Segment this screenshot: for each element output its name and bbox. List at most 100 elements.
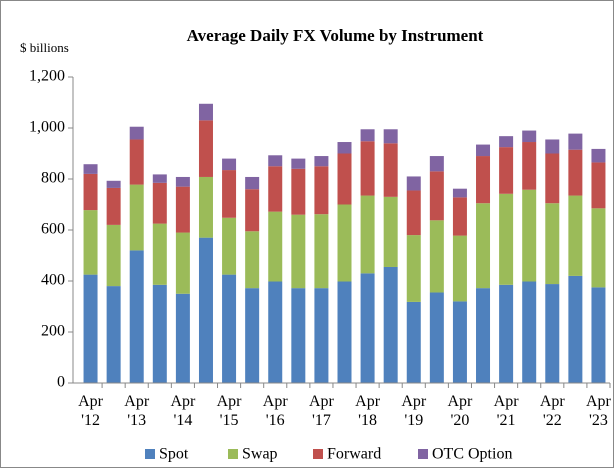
bar-segment <box>499 147 514 194</box>
legend-swatch <box>313 449 323 459</box>
bar-segment <box>499 284 514 383</box>
bar-segment <box>152 174 167 183</box>
bar-segment <box>360 141 375 196</box>
legend-swatch <box>418 449 428 459</box>
bar-segment <box>591 148 606 163</box>
bar-segment <box>545 284 560 383</box>
x-tick-label: Apr '12 <box>78 393 104 429</box>
bar-segment <box>337 281 352 383</box>
bar-segment <box>83 210 98 275</box>
bar-segment <box>406 301 421 383</box>
x-tick-label: Apr '21 <box>494 393 520 429</box>
y-tick-label: 600 <box>41 221 65 238</box>
bar-segment <box>152 223 167 285</box>
legend-label: Swap <box>242 446 278 463</box>
bar-segment <box>83 164 98 174</box>
bar-segment <box>222 158 237 171</box>
legend-label: Forward <box>327 446 381 463</box>
legend-swatch <box>228 449 238 459</box>
bar-segment <box>452 301 467 383</box>
bar-segment <box>568 133 583 150</box>
bar-segment <box>476 203 491 289</box>
bar-segment <box>106 180 121 188</box>
bar-segment <box>591 287 606 383</box>
bar-segment <box>545 139 560 154</box>
bar-segment <box>360 195 375 274</box>
bar-segment <box>222 170 237 218</box>
bar-segment <box>106 286 121 383</box>
bar-segment <box>198 120 213 177</box>
y-axis-label: $ billions <box>20 40 69 55</box>
bar-segment <box>545 153 560 204</box>
x-tick-label: Apr '17 <box>309 393 335 429</box>
legend-label: Spot <box>159 446 189 463</box>
x-tick-label: Apr '19 <box>401 393 427 429</box>
bar-segment <box>522 281 537 383</box>
bar-segment <box>591 208 606 288</box>
y-tick-label: 200 <box>41 323 65 340</box>
bar-segment <box>129 139 144 185</box>
bar-segment <box>291 158 306 169</box>
bar-segment <box>360 129 375 142</box>
bar-segment <box>268 166 283 212</box>
bar-segment <box>429 220 444 293</box>
x-tick-label: Apr '16 <box>263 393 289 429</box>
bar-segment <box>568 195 583 276</box>
bar-segment <box>175 186 190 233</box>
bar-segment <box>198 237 213 383</box>
bar-segment <box>522 130 537 143</box>
bar-segment <box>245 231 260 289</box>
bar-segment <box>591 162 606 209</box>
bar-segment <box>268 211 283 282</box>
bar-segment <box>129 250 144 383</box>
bar-segment <box>499 136 514 148</box>
bar-segment <box>314 166 329 215</box>
bar-segment <box>245 176 260 190</box>
bar-segment <box>314 156 329 167</box>
bar-segment <box>337 142 352 154</box>
bar-segment <box>245 288 260 383</box>
bar-segment <box>106 224 121 287</box>
bar-segment <box>476 288 491 383</box>
bar-segment <box>522 142 537 190</box>
legend-label: OTC Option <box>432 446 512 463</box>
x-tick-label: Apr '20 <box>447 393 473 429</box>
bar-segment <box>291 288 306 383</box>
chart-title: Average Daily FX Volume by Instrument <box>187 26 484 45</box>
bar-segment <box>268 155 283 167</box>
bar-segment <box>291 168 306 215</box>
bar-segment <box>499 193 514 285</box>
bar-segment <box>568 275 583 383</box>
bar-segment <box>314 288 329 383</box>
x-tick-label: Apr '23 <box>586 393 612 429</box>
bar-segment <box>545 203 560 285</box>
bar-segment <box>406 176 421 191</box>
bar-segment <box>152 182 167 224</box>
y-tick-label: 800 <box>41 170 65 187</box>
bar-segment <box>83 173 98 211</box>
x-tick-label: Apr '18 <box>355 393 381 429</box>
bar-segment <box>383 266 398 383</box>
bar-segment <box>337 204 352 282</box>
x-tick-label: Apr '22 <box>540 393 566 429</box>
bar-segment <box>476 156 491 204</box>
bar-segment <box>152 284 167 383</box>
bar-segment <box>476 144 491 157</box>
bar-segment <box>522 189 537 282</box>
bar-segment <box>291 214 306 289</box>
bar-segment <box>198 176 213 238</box>
bar-segment <box>406 235 421 302</box>
bar-segment <box>175 232 190 294</box>
bar-segment <box>268 281 283 383</box>
bar-segment <box>314 214 329 289</box>
bar-segment <box>383 196 398 267</box>
bar-segment <box>383 143 398 197</box>
bar-segment <box>106 187 121 225</box>
bar-segment <box>83 274 98 383</box>
bar-segment <box>406 190 421 236</box>
bar-segment <box>452 197 467 236</box>
y-tick-label: 400 <box>41 272 65 289</box>
x-tick-label: Apr '15 <box>217 393 243 429</box>
bar-segment <box>337 153 352 205</box>
